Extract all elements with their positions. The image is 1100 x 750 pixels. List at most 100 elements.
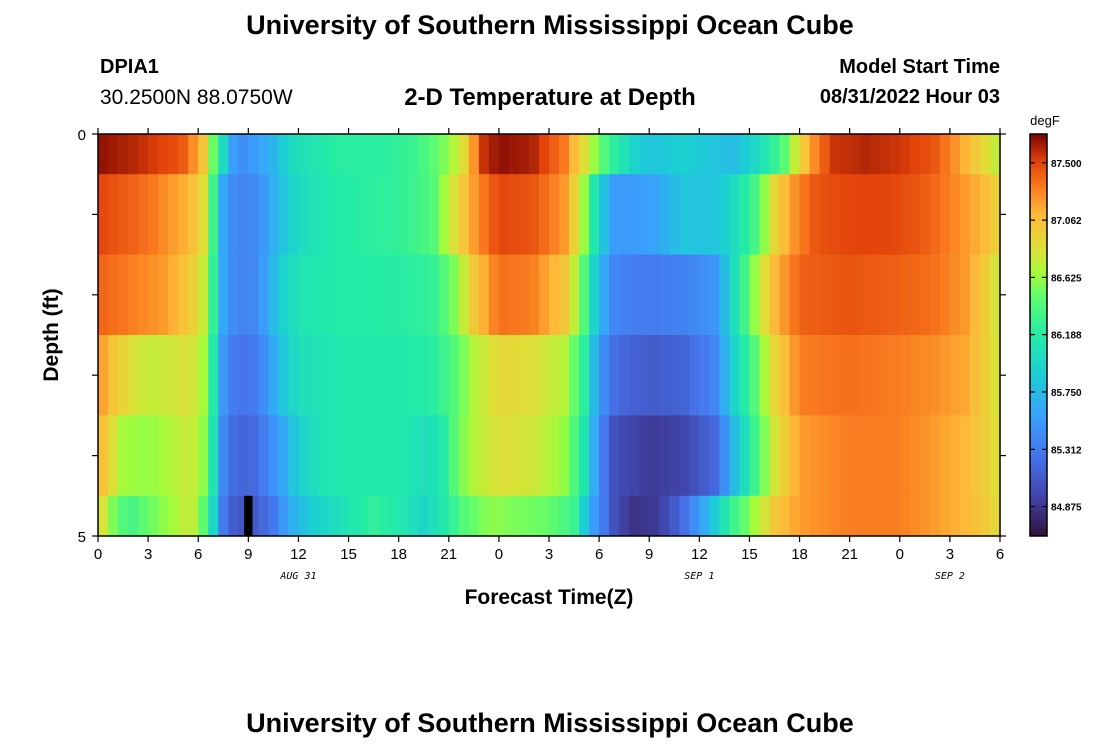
heatmap-cell — [278, 415, 290, 497]
heatmap-cells — [98, 134, 1001, 537]
heatmap-cell — [408, 254, 420, 336]
heatmap-cell — [809, 254, 821, 336]
heatmap-cell — [108, 415, 119, 497]
heatmap-cell — [829, 134, 841, 175]
heatmap-cell — [939, 174, 951, 256]
heatmap-cell — [138, 335, 149, 416]
date-label: AUG 31 — [279, 571, 316, 582]
heatmap-cell — [278, 495, 290, 537]
heatmap-cell — [799, 335, 811, 416]
heatmap-cell — [238, 254, 249, 336]
heatmap-cell — [989, 254, 1001, 336]
heatmap-cell — [228, 335, 239, 416]
heatmap-cell — [949, 174, 961, 256]
heatmap-cell — [709, 335, 720, 416]
heatmap-cell — [418, 134, 430, 175]
heatmap-cell — [168, 495, 179, 537]
heatmap-cell — [879, 415, 891, 497]
heatmap-cell — [268, 415, 279, 497]
y-axis-label: Depth (ft) — [40, 288, 63, 381]
heatmap-cell — [969, 335, 981, 416]
heatmap-cell — [368, 174, 380, 256]
heatmap-cell — [488, 134, 500, 175]
heatmap-cell — [168, 254, 179, 336]
heatmap-cell — [258, 495, 269, 537]
heatmap-cell — [789, 495, 801, 537]
x-tick-label: 15 — [340, 546, 357, 563]
heatmap-cell — [579, 134, 590, 175]
heatmap-cell — [979, 254, 991, 336]
heatmap-cell — [528, 495, 540, 537]
heatmap-cell — [148, 174, 159, 256]
heatmap-cell — [819, 415, 831, 497]
heatmap-cell — [609, 174, 620, 256]
heatmap-cell — [609, 495, 620, 537]
heatmap-cell — [589, 254, 600, 336]
heatmap-cell — [418, 415, 430, 497]
heatmap-cell — [699, 495, 710, 537]
heatmap-cell — [669, 495, 680, 537]
heatmap-cell — [629, 254, 640, 336]
heatmap-cell — [378, 415, 390, 497]
heatmap-cell — [228, 415, 239, 497]
heatmap-cell — [108, 254, 119, 336]
heatmap-cell — [719, 335, 730, 416]
heatmap-cell — [508, 254, 520, 336]
heatmap-cell — [448, 495, 460, 537]
heatmap-cell — [278, 134, 290, 175]
heatmap-cell — [538, 415, 550, 497]
x-tick-label: 3 — [545, 546, 553, 563]
heatmap-cell — [619, 415, 630, 497]
heatmap-cell — [298, 495, 310, 537]
heatmap-cell — [518, 134, 530, 175]
heatmap-cell — [438, 415, 450, 497]
heatmap-cell — [619, 134, 630, 175]
heatmap-cell — [488, 174, 500, 256]
heatmap-cell — [458, 335, 470, 416]
heatmap-cell — [308, 335, 320, 416]
heatmap-cell — [669, 134, 680, 175]
heatmap-cell — [659, 415, 670, 497]
heatmap-cell — [639, 415, 650, 497]
heatmap-cell — [208, 134, 219, 175]
heatmap-cell — [649, 495, 660, 537]
heatmap-cell — [959, 415, 971, 497]
heatmap-cell — [378, 335, 390, 416]
heatmap-cell — [128, 174, 139, 256]
heatmap-cell — [749, 254, 761, 336]
heatmap-cell — [579, 495, 590, 537]
heatmap-cell — [208, 335, 219, 416]
heatmap-cell — [689, 174, 700, 256]
heatmap-cell — [639, 335, 650, 416]
heatmap-cell — [919, 174, 931, 256]
heatmap-cell — [288, 495, 300, 537]
x-tick-label: 3 — [946, 546, 954, 563]
heatmap-cell — [829, 174, 841, 256]
heatmap-cell — [869, 415, 881, 497]
heatmap-cell — [358, 415, 370, 497]
heatmap-cell — [929, 174, 941, 256]
heatmap-cell — [559, 415, 570, 497]
heatmap-cell — [448, 254, 460, 336]
heatmap-cell — [729, 134, 741, 175]
heatmap-cell — [328, 415, 340, 497]
heatmap-cell — [528, 415, 540, 497]
heatmap-cell — [769, 134, 781, 175]
heatmap-cell — [228, 134, 239, 175]
x-axis: 0 3 6 9 12 15 18 21 0 3 6 9 12 15 18 21 0 3 6 AUG 31 SEP 1 SE… — [94, 128, 1004, 582]
heatmap-cell — [979, 174, 991, 256]
heatmap-cell — [218, 174, 229, 256]
heatmap-cell — [819, 254, 831, 336]
heatmap-cell — [348, 254, 360, 336]
heatmap-cell — [839, 134, 851, 175]
heatmap-cell — [368, 495, 380, 537]
heatmap-cell — [298, 174, 310, 256]
heatmap-cell — [899, 415, 911, 497]
heatmap-cell — [178, 495, 189, 537]
heatmap-cell — [278, 174, 290, 256]
heatmap-cell — [989, 495, 1001, 537]
heatmap-cell — [989, 174, 1001, 256]
heatmap-cell — [759, 495, 771, 537]
heatmap-cell — [138, 174, 149, 256]
heatmap-cell — [739, 174, 751, 256]
